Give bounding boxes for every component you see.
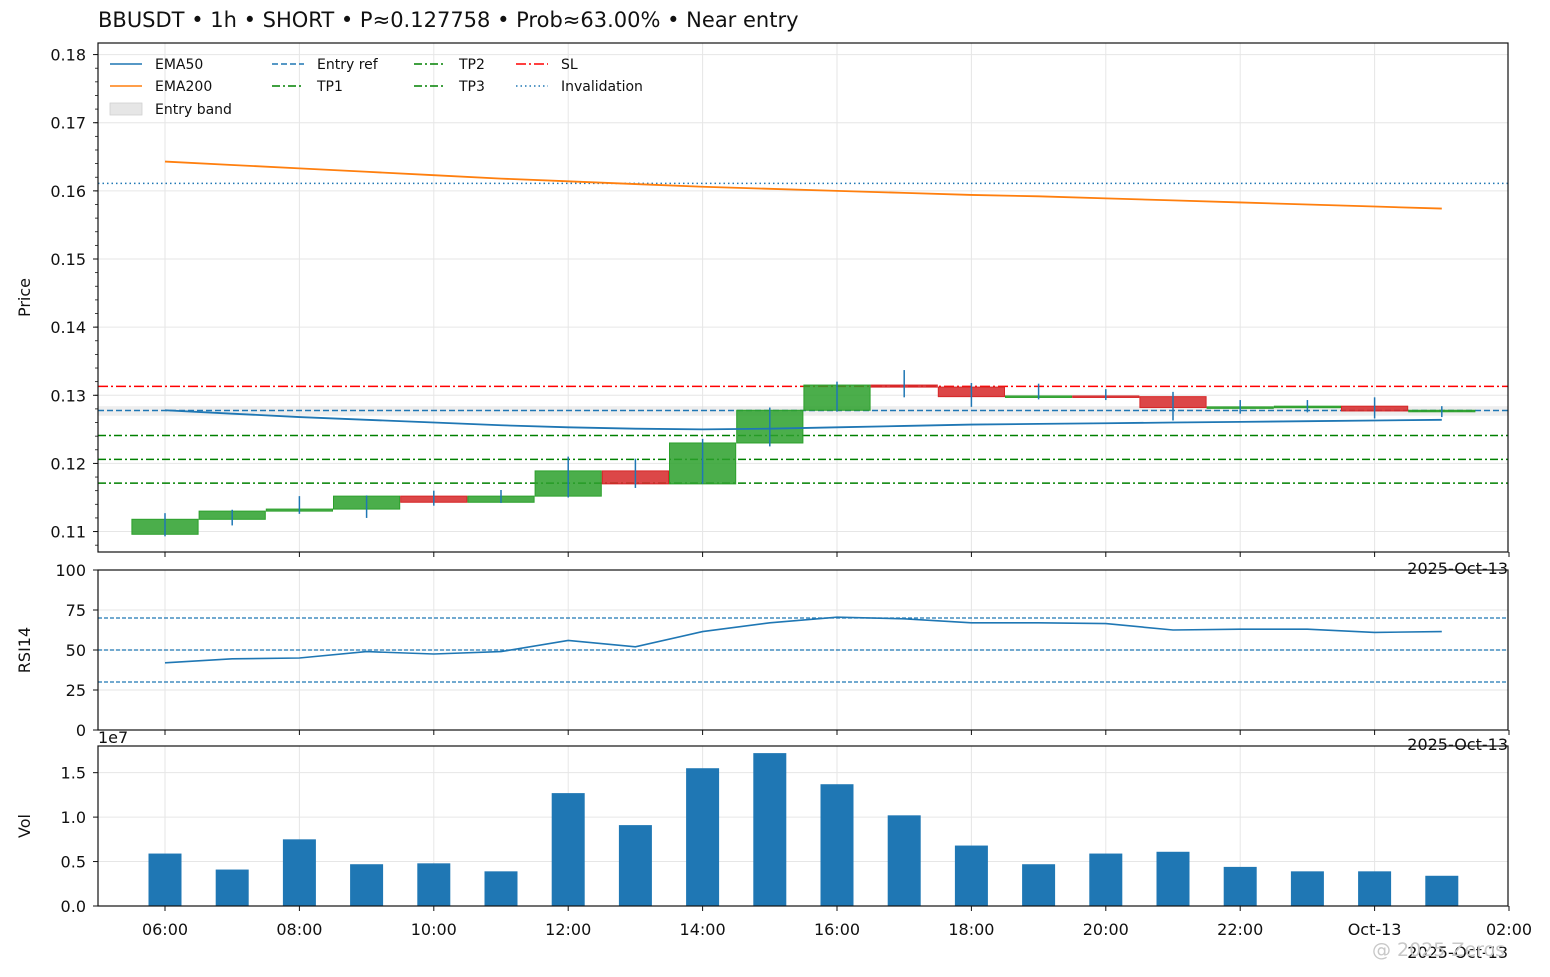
legend-swatch-entry-band [109,102,143,116]
vol-ylabel: Vol [15,814,34,838]
vol-bar [1223,866,1257,906]
price-ytick-label: 0.17 [50,114,86,133]
xtick-label: 18:00 [948,920,994,939]
vol-frame [97,745,1509,907]
vol-bar [753,753,787,906]
price-ytick-label: 0.11 [50,523,86,542]
legend-entry: Entry band [155,102,232,118]
vol-ytick-label: 1.5 [61,764,86,783]
vol-ytick-label: 1.0 [61,808,86,827]
vol-bar [820,784,854,906]
xtick-label: 16:00 [814,920,860,939]
price-ytick-label: 0.14 [50,318,86,337]
vol-bar [887,815,921,906]
legend-entry: Invalidation [561,79,643,95]
rsi-corner-label: 2025-Oct-13 [1407,735,1508,754]
vol-corner-label: 2025-Oct-13 [1407,943,1508,962]
price-ytick-label: 0.18 [50,46,86,65]
price-ytick-label: 0.12 [50,454,86,473]
xtick-label: 20:00 [1083,920,1129,939]
vol-bar [618,825,652,906]
price-ytick-label: 0.16 [50,182,86,201]
ema50-line [164,409,1442,431]
vol-bar [1156,851,1190,906]
vol-bar [551,793,585,906]
rsi-ytick-label: 50 [66,641,86,660]
rsi-ytick-label: 75 [66,601,86,620]
xtick-label: 06:00 [142,920,188,939]
vol-bar [484,871,518,906]
xtick-label: 22:00 [1217,920,1263,939]
xtick-label: Oct-13 [1348,920,1402,939]
rsi-ytick-label: 100 [55,561,86,580]
legend-entry: SL [561,57,578,73]
rsi-line [164,616,1442,664]
legend-entry: EMA200 [155,79,212,95]
rsi-ylabel: RSI14 [15,627,34,673]
vol-ytick-label: 0.5 [61,853,86,872]
legend-entry: Entry ref [317,57,379,73]
chart-title: BBUSDT • 1h • SHORT • P≈0.127758 • Prob≈… [98,8,799,32]
legend-entry: TP2 [458,57,485,73]
vol-bar [1425,875,1459,906]
xtick-label: 02:00 [1486,920,1532,939]
vol-ytick-label: 0.0 [61,897,86,916]
price-corner-label: 2025-Oct-13 [1407,559,1508,578]
xtick-label: 12:00 [545,920,591,939]
vol-bar [1089,853,1123,906]
ema200-line [164,160,1442,210]
vol-bar [350,864,384,906]
vol-scale-label: 1e7 [98,728,128,747]
vol-bar [1358,871,1392,906]
legend-entry: EMA50 [155,57,203,73]
vol-bar [215,869,249,906]
xtick-label: 10:00 [411,920,457,939]
vol-bar [686,768,720,906]
vol-bar [1290,871,1324,906]
price-ytick-label: 0.13 [50,386,86,405]
xtick-label: 14:00 [680,920,726,939]
rsi-ytick-label: 0 [76,721,86,740]
legend-entry: TP3 [458,79,485,95]
legend-entry: TP1 [316,79,343,95]
xtick-label: 08:00 [276,920,322,939]
vol-bar [1022,864,1056,906]
price-ylabel: Price [15,278,34,317]
vol-bar [954,845,988,906]
watermark: @ 2025 Zeros [1372,939,1506,961]
price-ytick-label: 0.15 [50,250,86,269]
rsi-ytick-label: 25 [66,681,86,700]
vol-bar [148,853,182,906]
price-frame [97,42,1509,553]
vol-bar [417,863,451,906]
vol-bar [282,839,316,906]
rsi-frame [97,569,1509,731]
